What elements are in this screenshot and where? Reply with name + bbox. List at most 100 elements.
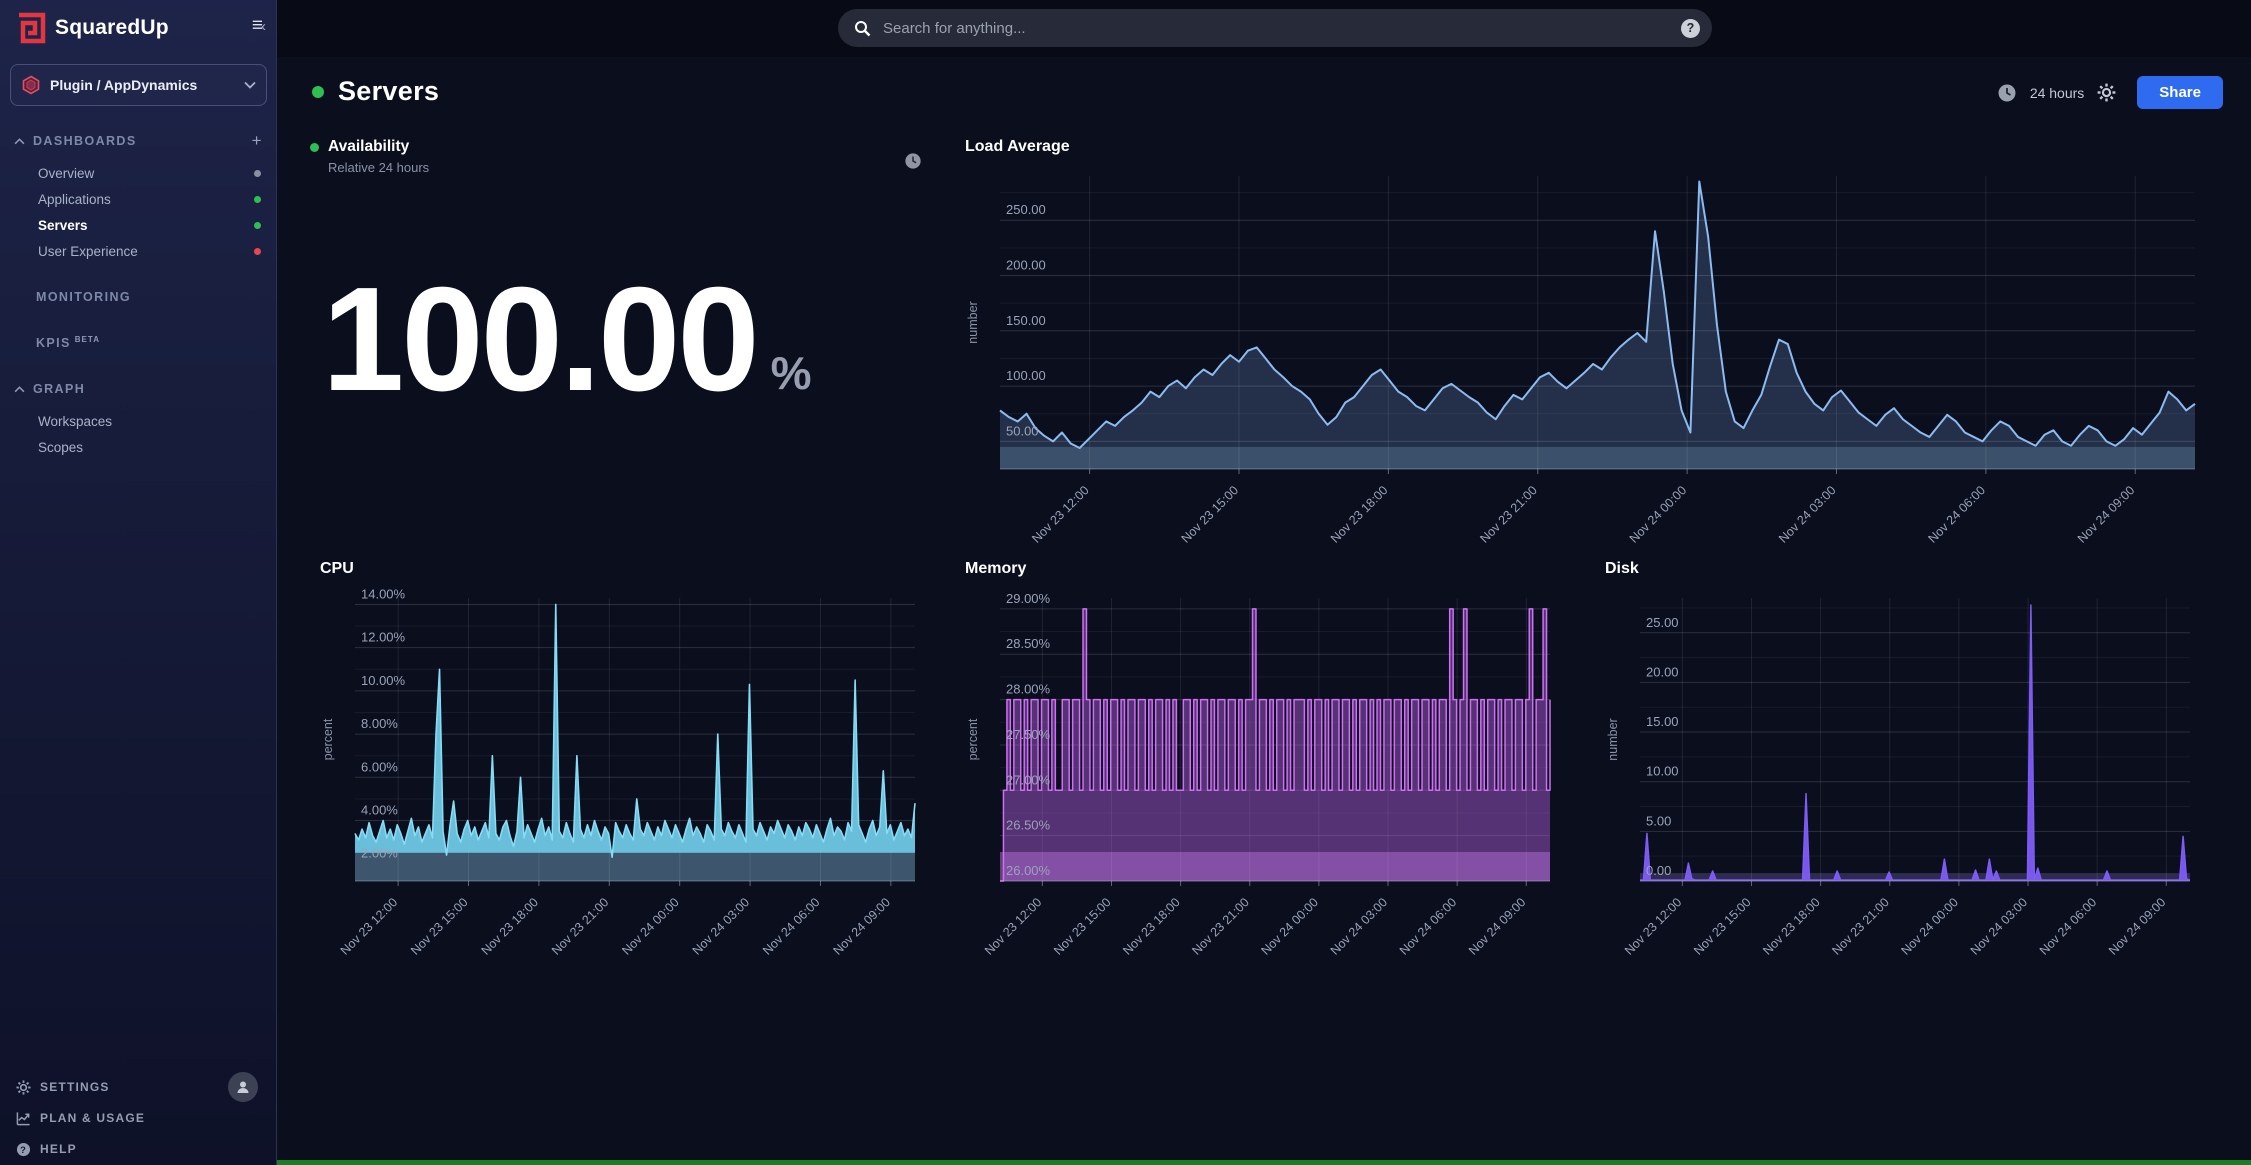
svg-text:percent: percent — [966, 718, 980, 760]
sidebar-item-settings[interactable]: SETTINGS — [0, 1074, 277, 1100]
svg-text:Nov 23 12:00: Nov 23 12:00 — [982, 895, 1045, 958]
load-average-chart: 50.00 100.00 150.00 200.00 250.00 Nov 23 12:0… — [965, 164, 2210, 554]
svg-text:number: number — [966, 301, 980, 343]
svg-text:20.00: 20.00 — [1646, 664, 1679, 679]
load-average-tile[interactable]: Load Average 50.00 100.00 150.00 200.00 250.… — [965, 138, 2210, 553]
svg-text:Nov 24 06:00: Nov 24 06:00 — [2037, 895, 2100, 958]
workspace-label: Plugin / AppDynamics — [50, 77, 198, 93]
page-header: Servers — [312, 76, 439, 107]
gear-icon — [16, 1079, 31, 1095]
search-input[interactable] — [883, 19, 1681, 37]
topbar: ? — [277, 0, 2251, 57]
chevron-down-icon — [244, 81, 256, 89]
sidebar-item-plan-usage[interactable]: PLAN & USAGE — [0, 1105, 277, 1131]
svg-text:Nov 23 15:00: Nov 23 15:00 — [1179, 483, 1242, 546]
sidebar-item-overview[interactable]: Overview — [0, 160, 277, 186]
workspace-selector[interactable]: Plugin / AppDynamics — [10, 64, 267, 106]
svg-text:6.00%: 6.00% — [361, 759, 398, 774]
section-graph[interactable]: GRAPH — [0, 374, 277, 404]
settings-label: SETTINGS — [40, 1080, 110, 1094]
sidebar-item-label: Overview — [38, 165, 95, 181]
sidebar-item-servers[interactable]: Servers — [0, 212, 277, 238]
tile-clock-icon[interactable] — [904, 152, 922, 175]
availability-tile[interactable]: Availability Relative 24 hours 100.00 % — [310, 138, 950, 558]
svg-text:250.00: 250.00 — [1006, 202, 1046, 217]
squaredup-logo-icon — [19, 12, 46, 44]
bottom-green-bar — [0, 1160, 2251, 1165]
svg-text:15.00: 15.00 — [1646, 714, 1679, 729]
svg-text:percent: percent — [321, 718, 335, 760]
svg-text:Nov 24 09:00: Nov 24 09:00 — [2106, 895, 2169, 958]
sidebar-item-help[interactable]: ? HELP — [0, 1136, 277, 1162]
svg-text:Nov 23 15:00: Nov 23 15:00 — [1691, 895, 1754, 958]
usage-chart-icon — [16, 1111, 30, 1125]
logo[interactable]: SquaredUp ≡‹ — [14, 12, 266, 44]
person-icon — [237, 1081, 249, 1093]
sidebar-item-label: Servers — [38, 217, 88, 233]
svg-text:4.00%: 4.00% — [361, 803, 398, 818]
svg-text:200.00: 200.00 — [1006, 258, 1046, 273]
page-status-dot — [312, 85, 324, 98]
sidebar-item-applications[interactable]: Applications — [0, 186, 277, 212]
availability-header: Availability Relative 24 hours — [310, 138, 950, 175]
sidebar-item-label: Workspaces — [38, 413, 113, 429]
section-monitoring-label: MONITORING — [36, 290, 132, 304]
svg-text:Nov 24 03:00: Nov 24 03:00 — [1968, 895, 2031, 958]
svg-text:Nov 24 00:00: Nov 24 00:00 — [1259, 895, 1322, 958]
status-dot-green — [254, 221, 261, 229]
cpu-tile[interactable]: CPU 2.00% 4.00% 6.00% 8.00% 10.00% 12.00% 14.0… — [320, 560, 935, 965]
section-dashboards-label: DASHBOARDS — [33, 134, 137, 148]
user-avatar[interactable] — [228, 1072, 258, 1102]
svg-text:28.50%: 28.50% — [1006, 636, 1051, 651]
svg-text:100.00: 100.00 — [1006, 368, 1046, 383]
disk-chart: 0.00 5.00 10.00 15.00 20.00 25.00 Nov 23 12:00… — [1605, 586, 2210, 966]
svg-text:0.00: 0.00 — [1646, 863, 1671, 878]
section-dashboards[interactable]: DASHBOARDS + — [0, 126, 277, 156]
sidebar-item-user-experience[interactable]: User Experience — [0, 238, 277, 264]
availability-title: Availability — [328, 138, 410, 155]
svg-text:Nov 23 18:00: Nov 23 18:00 — [1120, 895, 1183, 958]
add-dashboard-button[interactable]: + — [251, 131, 263, 150]
sidebar: SquaredUp ≡‹ Plugin / AppDynamics DASHBO… — [0, 0, 277, 1165]
section-kpis-label: KPIS — [36, 336, 71, 351]
share-button[interactable]: Share — [2137, 76, 2223, 109]
section-monitoring[interactable]: MONITORING — [0, 282, 277, 312]
svg-text:27.00%: 27.00% — [1006, 772, 1051, 787]
chevron-up-icon — [14, 137, 25, 144]
memory-tile[interactable]: Memory 26.00% 26.50% 27.00% 27.50% 28.00% 28.… — [965, 560, 1570, 965]
svg-text:Nov 23 18:00: Nov 23 18:00 — [479, 895, 542, 958]
svg-text:Nov 24 00:00: Nov 24 00:00 — [1899, 895, 1962, 958]
svg-text:Nov 24 09:00: Nov 24 09:00 — [2075, 483, 2138, 546]
logo-text: SquaredUp — [55, 16, 169, 39]
search-bar[interactable]: ? — [838, 9, 1712, 47]
svg-text:25.00: 25.00 — [1646, 615, 1679, 630]
disk-tile[interactable]: Disk 0.00 5.00 10.00 15.00 20.00 25.00 Nov 23 … — [1605, 560, 2210, 965]
memory-title: Memory — [965, 560, 1027, 577]
section-kpis[interactable]: KPIS BETA — [0, 328, 277, 358]
svg-text:Nov 24 09:00: Nov 24 09:00 — [831, 895, 894, 958]
svg-text:Nov 23 21:00: Nov 23 21:00 — [1189, 895, 1252, 958]
header-controls: 24 hours Share — [1997, 76, 2223, 109]
sidebar-item-label: User Experience — [38, 243, 138, 259]
sidebar-item-workspaces[interactable]: Workspaces — [0, 408, 277, 434]
status-dot-green — [254, 195, 261, 203]
disk-title: Disk — [1605, 560, 1639, 577]
svg-text:number: number — [1606, 718, 1620, 760]
svg-text:Nov 24 03:00: Nov 24 03:00 — [690, 895, 753, 958]
svg-text:?: ? — [20, 1144, 27, 1154]
svg-text:Nov 23 15:00: Nov 23 15:00 — [1051, 895, 1114, 958]
workspace-hexagon-icon — [22, 75, 40, 95]
time-range-label[interactable]: 24 hours — [2029, 84, 2085, 101]
svg-text:12.00%: 12.00% — [361, 630, 406, 645]
gear-icon[interactable] — [2097, 83, 2116, 102]
clock-icon[interactable] — [1997, 83, 2017, 103]
sidebar-collapse-button[interactable]: ≡‹ — [251, 15, 266, 36]
cpu-chart: 2.00% 4.00% 6.00% 8.00% 10.00% 12.00% 14.00% No… — [320, 586, 935, 966]
sidebar-item-scopes[interactable]: Scopes — [0, 434, 277, 460]
svg-text:Nov 23 15:00: Nov 23 15:00 — [408, 895, 471, 958]
svg-text:14.00%: 14.00% — [361, 586, 406, 601]
svg-text:8.00%: 8.00% — [361, 716, 398, 731]
svg-text:29.00%: 29.00% — [1006, 591, 1051, 606]
beta-badge: BETA — [74, 335, 100, 345]
search-help-icon[interactable]: ? — [1681, 18, 1700, 38]
